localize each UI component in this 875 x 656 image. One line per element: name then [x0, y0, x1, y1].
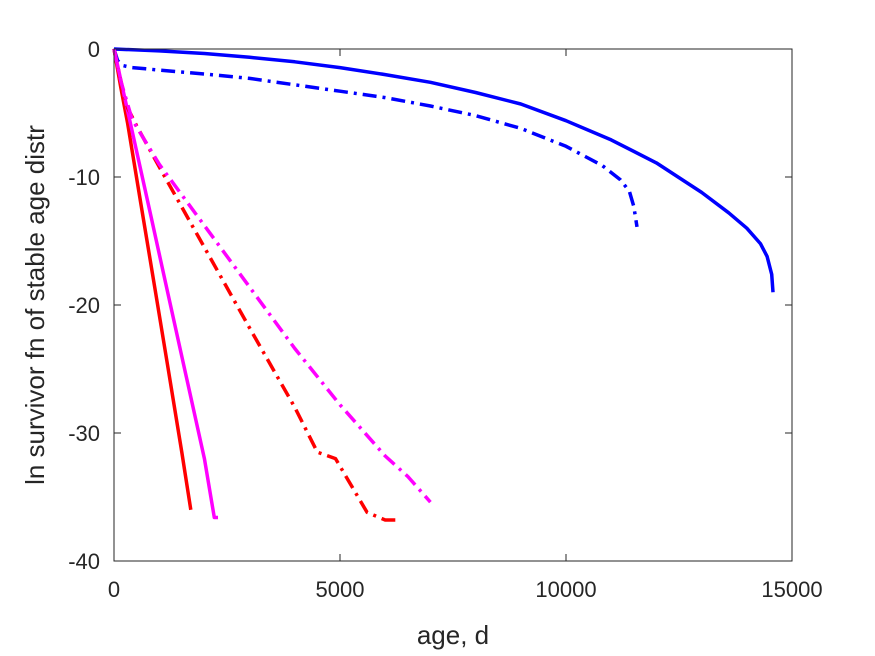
x-tick-label: 10000 [535, 577, 596, 602]
series-line-3 [112, 48, 193, 511]
y-tick-label: -20 [68, 293, 100, 318]
y-axis-title: ln survivor fn of stable age distr [20, 125, 50, 485]
x-tick-label: 5000 [316, 577, 365, 602]
series-layer [112, 47, 775, 522]
y-tick-label: -40 [68, 549, 100, 574]
x-axis-title: age, d [417, 620, 489, 650]
x-tick-label: 15000 [761, 577, 822, 602]
series-line-1 [113, 47, 775, 293]
tick-layer: 0 5000 10000 15000 0 -10 -20 -30 -40 [68, 37, 822, 602]
series-line-4 [112, 48, 218, 520]
x-tick-label: 0 [108, 577, 120, 602]
y-tick-label: -10 [68, 165, 100, 190]
y-tick-label: 0 [88, 37, 100, 62]
y-tick-label: -30 [68, 421, 100, 446]
plot-background [114, 49, 792, 561]
series-line-6 [112, 48, 432, 504]
series-line-2 [112, 48, 639, 228]
